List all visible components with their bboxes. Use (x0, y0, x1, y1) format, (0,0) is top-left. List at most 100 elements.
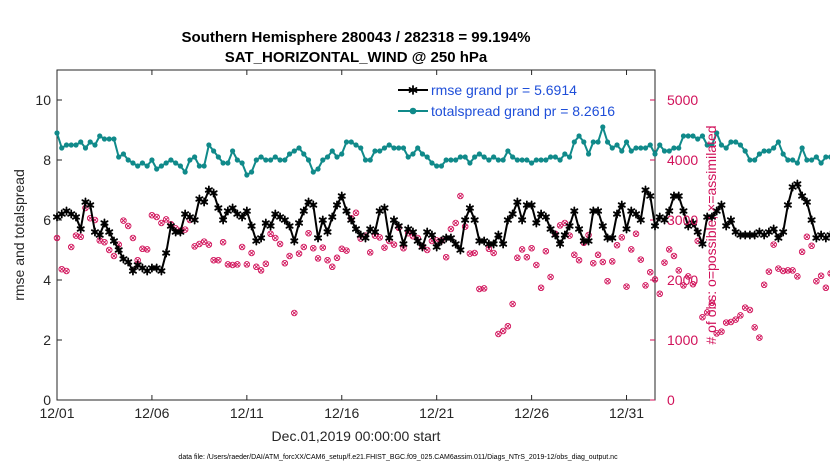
rmse-point (584, 236, 593, 246)
obs-assimilated-point (367, 249, 373, 255)
obs-assimilated-point (287, 253, 292, 259)
obs-possible-point (272, 234, 279, 242)
totalspread-line (56, 126, 830, 176)
obs-assimilated-point (106, 247, 112, 253)
totalspread-point (438, 163, 445, 169)
totalspread-point (524, 157, 530, 163)
totalspread-point (642, 145, 649, 151)
obs-possible-point (229, 261, 236, 269)
rmse-point (456, 245, 465, 255)
y-right-tick-label: 0 (667, 392, 675, 408)
obs-possible-point (684, 273, 692, 280)
totalspread-point (73, 142, 79, 148)
obs-assimilated-point (310, 245, 316, 251)
totalspread-point (206, 142, 212, 148)
rmse-point (650, 221, 660, 231)
x-tick-label: 12/11 (230, 405, 264, 421)
legend-spread-label: totalspread grand pr = 8.2616 (431, 103, 615, 119)
rmse-point (665, 206, 674, 216)
obs-possible-point (618, 234, 626, 241)
obs-assimilated-point (448, 226, 454, 232)
obs-possible-point (262, 260, 270, 268)
obs-assimilated-point (714, 330, 720, 336)
obs-assimilated-point (804, 234, 810, 240)
rmse-point (608, 233, 617, 243)
obs-assimilated-point (125, 223, 131, 229)
obs-possible-point (200, 238, 208, 245)
rmse-point (551, 230, 560, 240)
obs-possible-point (642, 282, 649, 289)
obs-possible-point (466, 250, 474, 257)
obs-assimilated-point (192, 243, 198, 249)
obs-assimilated-point (548, 274, 554, 280)
obs-possible-point (808, 242, 815, 250)
totalspread-point (780, 151, 786, 157)
rmse-point (774, 233, 783, 243)
rmse-point (100, 218, 109, 228)
rmse-point (769, 224, 778, 234)
totalspread-point (481, 154, 487, 160)
obs-possible-point (329, 263, 336, 271)
rmse-point (209, 188, 218, 198)
rmse-point (575, 224, 584, 234)
totalspread-point (92, 142, 98, 148)
totalspread-point (619, 148, 625, 154)
rmse-point (783, 200, 792, 210)
totalspread-point (400, 145, 407, 151)
obs-possible-point (248, 249, 255, 257)
obs-assimilated-point (158, 220, 164, 226)
totalspread-point (158, 163, 165, 169)
chart-title-line2: SAT_HORIZONTAL_WIND @ 250 hPa (225, 49, 488, 66)
rmse-point (646, 191, 655, 201)
rmse-point (247, 221, 256, 231)
totalspread-point (661, 148, 668, 154)
obs-possible-point (243, 261, 251, 268)
obs-possible-point (699, 313, 706, 321)
rmse-point (631, 209, 641, 219)
totalspread-point (386, 142, 392, 148)
totalspread-point (657, 142, 663, 148)
obs-possible-point (110, 252, 118, 260)
totalspread-point (248, 169, 255, 175)
rmse-point (508, 209, 517, 219)
obs-possible-point (628, 246, 635, 253)
totalspread-point (799, 145, 805, 151)
obs-possible-point (609, 258, 616, 265)
totalspread-point (600, 124, 606, 130)
rmse-point (114, 245, 123, 255)
obs-assimilated-point (780, 268, 786, 274)
totalspread-point (666, 148, 672, 154)
totalspread-point (68, 142, 74, 148)
obs-possible-point (561, 219, 569, 227)
rmse-point (598, 221, 607, 231)
obs-assimilated-point (443, 254, 449, 260)
totalspread-point (671, 145, 677, 151)
obs-possible-point (162, 216, 170, 223)
totalspread-point (519, 157, 525, 163)
rmse-point (465, 203, 474, 213)
rmse-point (698, 239, 707, 249)
rmse-point (594, 206, 603, 216)
rmse-point (342, 206, 351, 216)
obs-assimilated-point (775, 266, 781, 272)
obs-assimilated-point (206, 242, 212, 248)
rmse-point (470, 215, 479, 225)
rmse-point (807, 215, 816, 225)
obs-possible-point (476, 285, 483, 293)
obs-assimilated-point (102, 239, 107, 245)
totalspread-point (239, 160, 245, 166)
totalspread-point (562, 151, 568, 157)
totalspread-point (87, 139, 93, 145)
obs-assimilated-point (111, 253, 117, 259)
obs-possible-point (181, 226, 189, 233)
y-left-tick-label: 6 (43, 212, 51, 228)
rmse-point (290, 236, 299, 246)
totalspread-point (54, 130, 60, 136)
totalspread-point (244, 172, 250, 178)
obs-assimilated-point (761, 282, 767, 288)
totalspread-point (581, 139, 587, 145)
obs-assimilated-point (97, 237, 103, 243)
obs-assimilated-point (486, 246, 492, 252)
obs-assimilated-point (633, 231, 639, 237)
